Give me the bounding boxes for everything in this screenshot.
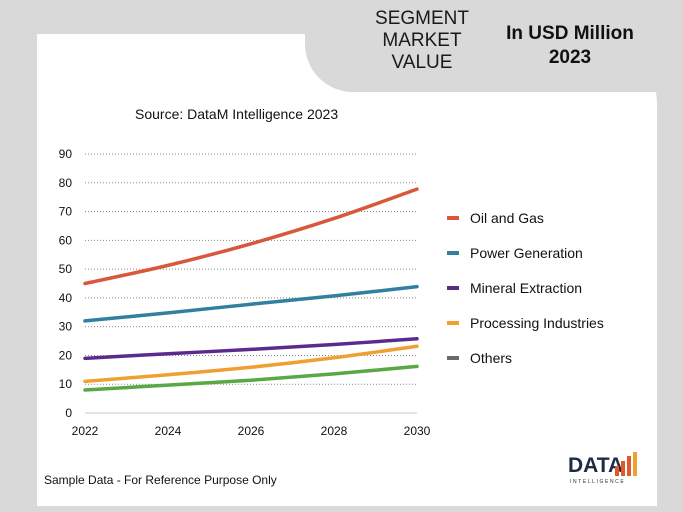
segment-title-line: VALUE (391, 52, 453, 73)
unit-title: In USD Million 2023 (500, 22, 640, 70)
legend-label: Oil and Gas (470, 209, 544, 226)
legend-item-processing-industries: Processing Industries (440, 305, 604, 340)
y-tick-label: 30 (59, 320, 73, 334)
legend-label: Power Generation (470, 244, 583, 261)
legend-item-power-generation: Power Generation (440, 235, 604, 270)
segment-title-line: MARKET (382, 30, 462, 51)
x-tick-label: 2022 (72, 424, 99, 438)
segment-title-line: SEGMENT (375, 8, 469, 29)
y-tick-label: 70 (59, 205, 73, 219)
y-tick-label: 90 (59, 147, 73, 161)
x-tick-label: 2026 (238, 424, 265, 438)
legend-swatch (447, 250, 459, 255)
legend-label: Processing Industries (470, 314, 604, 331)
series-line-oil-and-gas (83, 187, 419, 286)
y-tick-label: 0 (65, 406, 72, 420)
legend-label: Others (470, 349, 513, 366)
datam-logo: DATA INTELLIGENCE (568, 450, 643, 490)
y-tick-label: 10 (59, 377, 73, 391)
legend-swatch (447, 285, 459, 290)
x-tick-label: 2024 (155, 424, 182, 438)
header-notch (305, 0, 683, 92)
bar-chart-logo-icon (615, 452, 637, 476)
footer-note: Sample Data - For Reference Purpose Only (44, 473, 277, 487)
unit-title-line: 2023 (548, 47, 592, 68)
legend-swatch (447, 355, 459, 360)
series-lines (83, 187, 419, 392)
y-tick-label: 60 (59, 233, 73, 247)
legend-swatch (447, 215, 459, 220)
series-line-unlabeled (83, 364, 419, 392)
chart-legend: Oil and Gas Power Generation Mineral Extra… (440, 200, 604, 375)
series-line-processing-industries (83, 344, 419, 384)
segment-market-value-title: SEGMENT MARKET VALUE (352, 8, 492, 74)
legend-swatch (447, 320, 459, 325)
source-text: Source: DataM Intelligence 2023 (135, 106, 339, 122)
y-tick-label: 20 (59, 348, 73, 362)
legend-item-mineral-extraction: Mineral Extraction (440, 270, 604, 305)
series-line-power-generation (83, 284, 419, 323)
series-line-mineral-extraction (83, 337, 419, 361)
legend-item-others: Others (440, 340, 604, 375)
legend-label: Mineral Extraction (470, 279, 583, 296)
logo-text: DATA (568, 454, 624, 477)
y-tick-label: 80 (59, 176, 73, 190)
y-tick-label: 40 (59, 291, 73, 305)
x-tick-label: 2030 (404, 424, 431, 438)
unit-title-line: In USD Million (506, 23, 634, 44)
y-tick-label: 50 (59, 262, 73, 276)
legend-item-oil-and-gas: Oil and Gas (440, 200, 604, 235)
x-tick-label: 2028 (321, 424, 348, 438)
logo-subtext: INTELLIGENCE (570, 479, 626, 485)
